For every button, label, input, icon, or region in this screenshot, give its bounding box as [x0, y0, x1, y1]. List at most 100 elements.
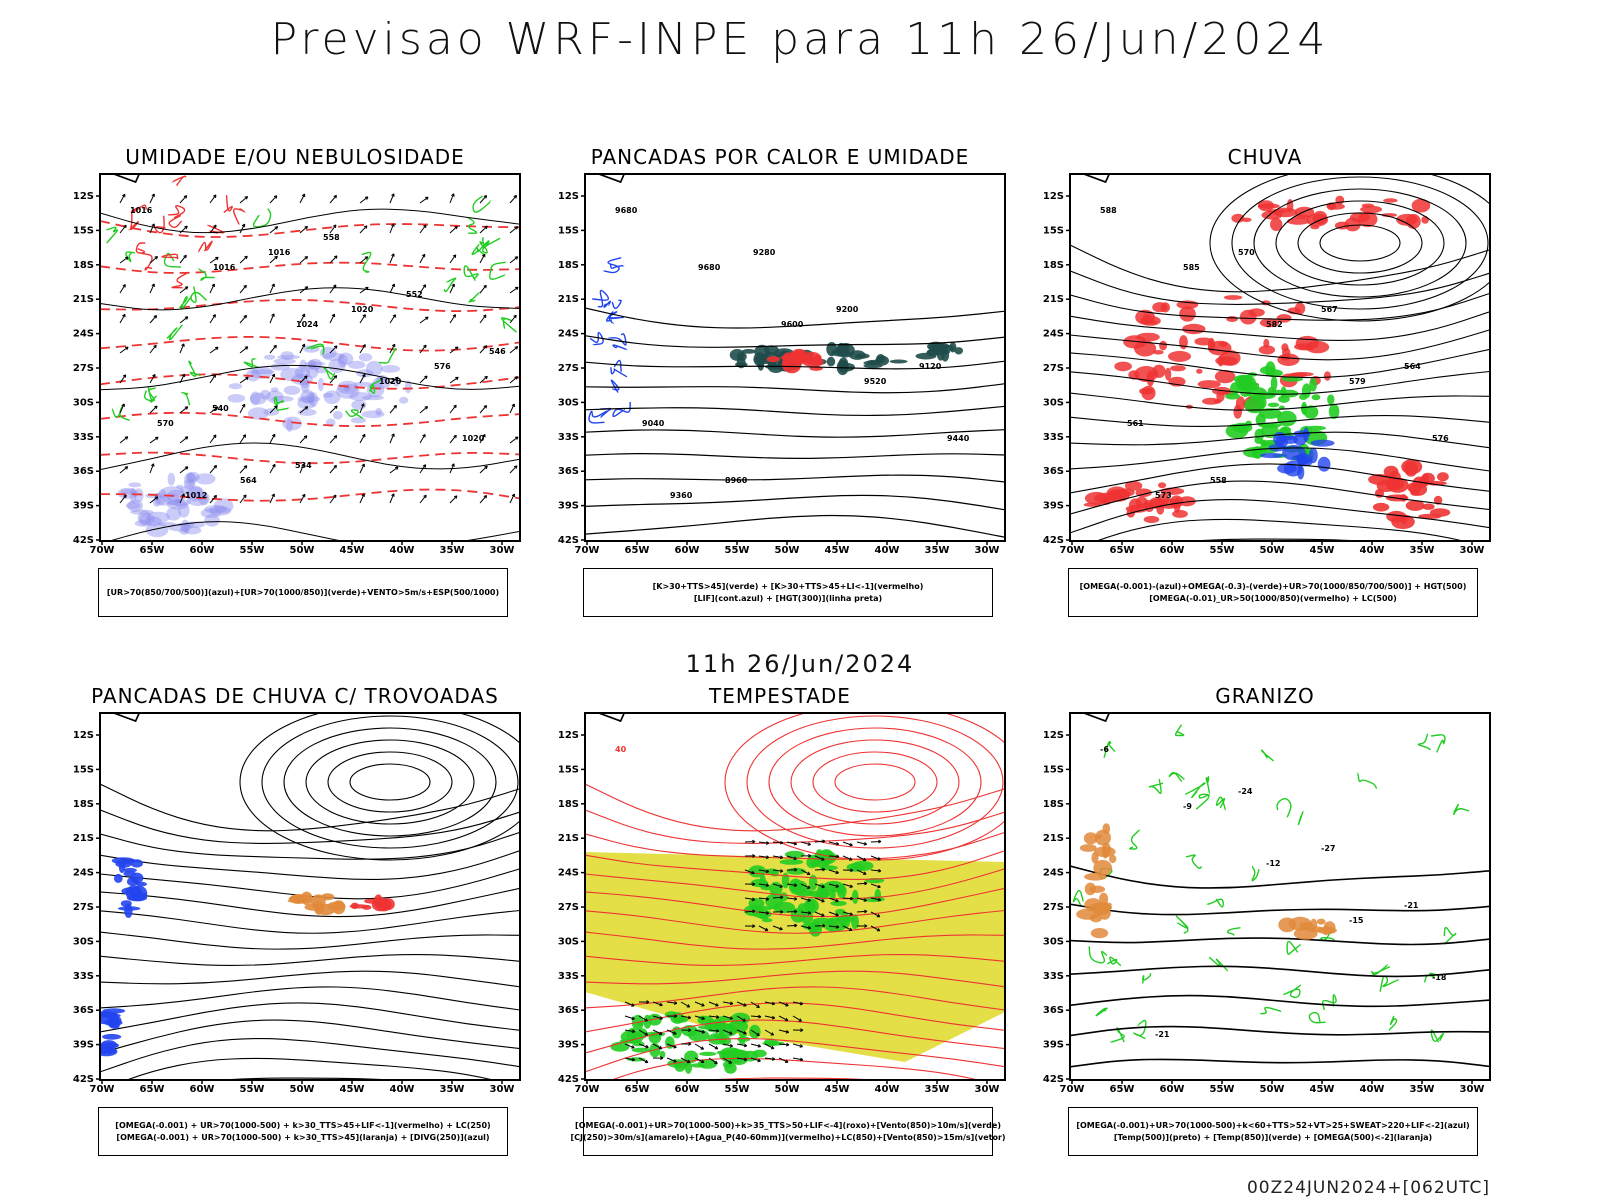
lat-label: 27S [1043, 902, 1064, 913]
shaded-region [1311, 394, 1321, 401]
shaded-region [306, 391, 315, 404]
main-title: Previsao WRF-INPE para 11h 26/Jun/2024 [270, 14, 1330, 65]
wind-vector-head [483, 495, 488, 499]
shaded-region [781, 357, 790, 371]
wind-vector [750, 1001, 760, 1008]
wind-vector [479, 284, 487, 294]
wind-vector-head [821, 898, 825, 903]
shaded-region [1179, 306, 1196, 322]
wind-vector [842, 841, 853, 846]
wind-vector [638, 1057, 649, 1063]
isoline [125, 1057, 496, 1080]
wind-vector-head [835, 870, 839, 875]
wind-vector-head [765, 911, 770, 915]
map-frame [99, 173, 521, 542]
panel-title: PANCADAS DE CHUVA C/ TROVOADAS [91, 684, 499, 708]
lat-label: 30S [558, 936, 579, 947]
wind-vector-head [714, 1046, 719, 1050]
isoline [100, 831, 520, 860]
shaded-region [790, 348, 808, 363]
wind-vector [624, 1001, 635, 1007]
wind-vector-head [765, 883, 770, 887]
contour-squiggle [154, 215, 166, 234]
shaded-region [167, 472, 176, 486]
wind-vector-head [757, 1058, 761, 1063]
wind-vector [764, 1043, 775, 1050]
wind-vector-head [215, 256, 219, 261]
lon-label: 35W [925, 1084, 950, 1095]
shaded-region [927, 349, 951, 355]
shaded-region [794, 888, 814, 897]
wind-vector-head [645, 1044, 649, 1049]
wind-vector [419, 196, 429, 204]
streamline [261, 715, 519, 849]
lon-label: 55W [725, 545, 750, 556]
wind-vector [786, 841, 797, 845]
shaded-region [674, 1060, 686, 1072]
wind-vector-head [421, 253, 426, 258]
wind-vector-head [395, 376, 399, 381]
shaded-region [123, 871, 136, 877]
contour-label: 573 [1155, 491, 1172, 500]
wind-vector-head [301, 343, 306, 348]
shaded-region [102, 1008, 126, 1014]
wind-vector [269, 283, 275, 294]
wind-vector-head [800, 1028, 804, 1033]
shaded-region [285, 418, 294, 432]
wind-vector [449, 283, 455, 294]
wind-vector [772, 883, 783, 888]
wind-vector [209, 194, 217, 204]
wind-vector [419, 224, 427, 234]
isoline [1070, 937, 1490, 946]
wind-vector-head [751, 897, 756, 902]
wind-vector-head [391, 223, 395, 227]
shaded-region [1136, 332, 1160, 342]
wind-vector [269, 493, 275, 504]
lon-label: 45W [825, 545, 850, 556]
lat-label: 42S [558, 535, 579, 546]
wind-vector [209, 406, 219, 414]
wind-vector [479, 405, 487, 414]
wind-vector [758, 911, 769, 914]
lat-label: 36S [1043, 466, 1064, 477]
wind-vector-head [363, 225, 368, 229]
wind-vector [509, 256, 519, 264]
wind-vector [792, 1043, 803, 1048]
wind-vector-head [273, 405, 278, 409]
shaded-region [121, 887, 141, 895]
shaded-region [208, 506, 232, 516]
wind-vector [359, 493, 365, 504]
contour-label: 534 [295, 461, 312, 470]
wind-vector [389, 493, 395, 504]
wind-vector [299, 435, 308, 444]
wind-vector-head [513, 314, 517, 319]
contour-label: 576 [1432, 434, 1449, 443]
contour-squiggle [603, 300, 611, 308]
shaded-region [1280, 386, 1287, 399]
wind-vector [870, 897, 881, 901]
wind-vector-head [122, 374, 127, 378]
wind-vector-head [877, 897, 882, 902]
wind-vector [449, 225, 458, 234]
wind-vector-head [151, 193, 155, 197]
wind-vector [870, 883, 881, 888]
wind-vector-head [779, 926, 783, 931]
shaded-region [1231, 213, 1245, 223]
wind-vector [269, 344, 277, 354]
wind-vector [750, 1057, 761, 1062]
shaded-region [1083, 832, 1098, 845]
wind-vector [179, 373, 185, 384]
lat-label: 30S [558, 397, 579, 408]
weather-map: -6 -9 -12 -15 -18 -21 -24 -27 -21 12S 15S 18S 21S 24S… [1043, 712, 1491, 1095]
wind-vector-head [756, 1032, 760, 1036]
wind-vector [239, 434, 247, 444]
contour-squiggle [345, 409, 364, 420]
shaded-region [161, 486, 185, 497]
wind-vector-head [274, 255, 278, 260]
shaded-region [1258, 345, 1276, 355]
wind-vector [149, 405, 158, 414]
wind-vector-head [391, 433, 395, 437]
shaded-region [300, 389, 315, 404]
lat-label: 12S [558, 730, 579, 741]
isoline [1070, 1058, 1490, 1068]
